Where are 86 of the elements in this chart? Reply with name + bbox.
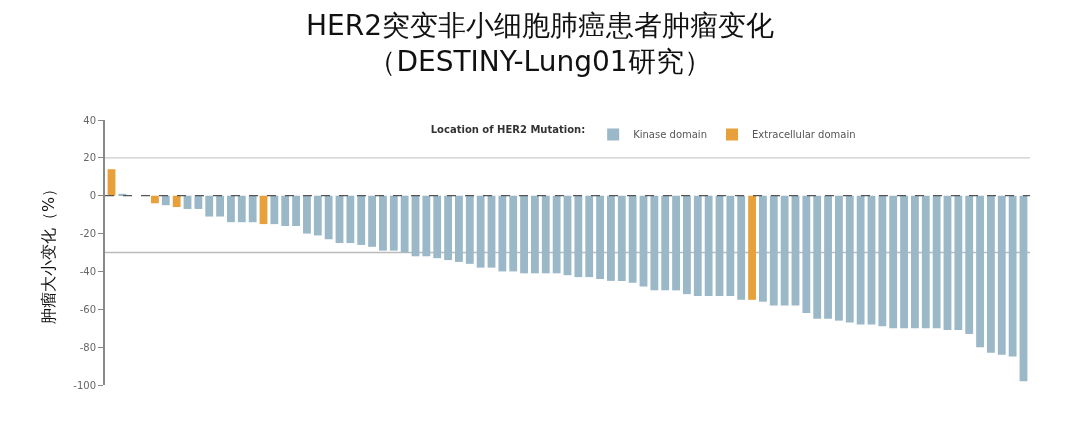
y-tick-label: 0 [89,190,96,202]
bar [520,195,528,274]
bar [769,195,778,306]
bar [617,195,626,281]
bar [368,195,376,247]
bar [835,195,843,321]
legend-label: Kinase domain [633,129,707,141]
bar [976,195,984,348]
bar [346,195,355,244]
bar [379,195,387,251]
bar [824,195,832,319]
bar [281,195,290,226]
bar [1008,195,1017,357]
bar [205,195,214,217]
bar [433,195,442,259]
bar [292,195,300,226]
bar [313,195,322,236]
bar [487,195,496,268]
bar [237,195,246,223]
bar [672,195,680,291]
bar [270,195,279,225]
chart-title: HER2突变非小细胞肺癌患者肿瘤变化 [305,8,775,42]
bar [737,195,746,300]
bar [531,195,539,274]
bar [596,195,604,279]
bar [400,195,409,253]
legend-title: Location of HER2 Mutation: [430,124,586,135]
y-tick-label: -60 [79,303,96,315]
bar [661,195,670,291]
bar [172,195,181,208]
y-tick-label: -40 [79,265,96,277]
bar [791,195,800,306]
bar [476,195,485,268]
bar [585,195,594,278]
bar [628,195,637,283]
y-tick-label: -20 [79,228,96,240]
bar [780,195,789,306]
bar [639,195,648,287]
bar [965,195,974,334]
bar [574,195,583,278]
legend-label: Extracellular domain [751,129,856,141]
bar [161,195,170,206]
y-tick-label: 40 [83,114,96,126]
bar [465,195,474,264]
bar [889,195,898,329]
bar [997,195,1006,355]
bar [498,195,507,272]
y-axis-title: 肿瘤大小变化（%） [38,180,58,325]
bar [227,195,235,223]
bar [878,195,887,327]
bar [987,195,995,353]
bar [455,195,463,262]
bar [357,195,366,245]
bar [954,195,963,331]
bar [650,195,659,291]
y-tick-label: 20 [83,152,96,164]
bar [324,195,333,240]
bar [607,195,615,281]
bar [541,195,550,274]
bar [845,195,854,323]
bar [704,195,713,297]
bar [759,195,767,302]
bar [900,195,908,329]
bar [303,195,311,234]
bar [911,195,919,329]
bar [444,195,452,261]
bar [726,195,735,297]
bar [422,195,431,257]
bar [248,195,257,223]
bar [683,195,691,295]
bar [813,195,822,319]
bar [693,195,702,297]
chart-subtitle: （DESTINY-Lung01研究） [368,45,712,79]
bar [921,195,930,329]
bar [932,195,941,329]
bar [509,195,518,272]
bar [856,195,865,325]
bar [802,195,811,314]
bar [151,195,159,204]
bar [748,195,756,300]
bar [389,195,398,251]
bar [216,195,224,217]
y-tick-label: -80 [79,341,96,353]
bar [194,195,203,209]
bar [552,195,561,274]
y-tick-label: -100 [73,379,96,391]
